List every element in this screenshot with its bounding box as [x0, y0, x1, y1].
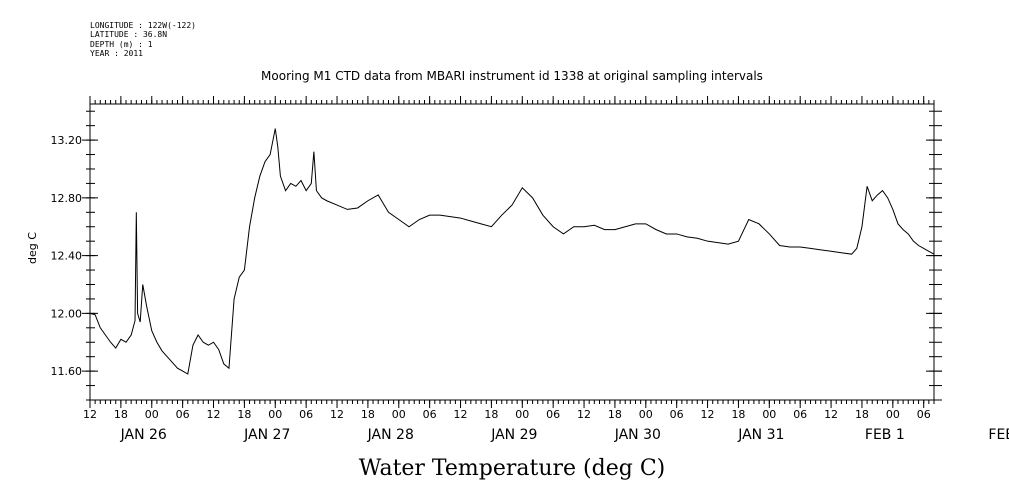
y-axis-label: deg C: [26, 232, 39, 264]
x-date-label: FEB 1: [865, 427, 905, 443]
x-hour-tick-label: 12: [701, 408, 715, 421]
longitude-label: LONGITUDE : 122W(-122): [90, 21, 196, 30]
ticks-layer: [82, 96, 942, 408]
x-hour-tick-label: 06: [917, 408, 931, 421]
metadata-block: LONGITUDE : 122W(-122) LATITUDE : 36.8N …: [90, 21, 196, 59]
x-date-label: JAN 27: [243, 427, 290, 443]
y-tick-label: 13.20: [51, 134, 83, 147]
chart-title: Mooring M1 CTD data from MBARI instrumen…: [261, 69, 763, 83]
x-axis-label: Water Temperature (deg C): [359, 456, 666, 481]
plot-frame: [89, 103, 935, 401]
x-hour-tick-label: 12: [824, 408, 838, 421]
x-hour-tick-label: 00: [515, 408, 529, 421]
x-hour-tick-label: 00: [886, 408, 900, 421]
year-label: YEAR : 2011: [90, 49, 143, 59]
x-hour-tick-label: 12: [577, 408, 591, 421]
x-hour-tick-label: 06: [423, 408, 437, 421]
y-tick-label: 12.80: [51, 192, 83, 205]
series-line-water-temperature: [89, 128, 935, 375]
x-hour-tick-label: 18: [361, 408, 375, 421]
y-tick-label: 12.40: [51, 250, 83, 263]
x-hour-tick-label: 18: [731, 408, 745, 421]
x-hour-tick-label: 12: [207, 408, 221, 421]
x-hour-tick-label: 06: [546, 408, 560, 421]
x-hour-tick-label: 00: [145, 408, 159, 421]
x-hour-tick-label: 00: [392, 408, 406, 421]
x-hour-tick-label: 18: [608, 408, 622, 421]
x-hour-tick-label: 06: [299, 408, 313, 421]
x-date-label: FEB 2: [988, 427, 1009, 443]
x-date-label: JAN 26: [120, 427, 167, 443]
depth-label: DEPTH (m) : 1: [90, 39, 153, 49]
labels-layer: 12 18 00 06 12 18 00 06 12 18 00 06 12 18 00 06 12 18 00 06…: [51, 134, 1009, 443]
x-hour-tick-label: 00: [762, 408, 776, 421]
x-date-label: JAN 30: [614, 427, 661, 443]
x-hour-tick-label: 18: [484, 408, 498, 421]
x-hour-tick-label: 18: [114, 408, 128, 421]
latitude-label: LATITUDE : 36.8N: [90, 30, 168, 40]
x-hour-tick-label: 06: [793, 408, 807, 421]
x-hour-tick-label: 06: [176, 408, 190, 421]
x-hour-tick-label: 18: [237, 408, 251, 421]
x-date-label: JAN 28: [367, 427, 414, 443]
x-date-label: JAN 31: [737, 427, 784, 443]
x-date-label: JAN 29: [490, 427, 537, 443]
x-hour-tick-label: 06: [670, 408, 684, 421]
x-hour-tick-label: 12: [83, 408, 97, 421]
x-hour-tick-label: 00: [639, 408, 653, 421]
x-hour-tick-label: 12: [330, 408, 344, 421]
x-hour-tick-label: 00: [268, 408, 282, 421]
x-hour-tick-label: 12: [454, 408, 468, 421]
x-hour-tick-label: 18: [855, 408, 869, 421]
y-tick-label: 12.00: [51, 307, 83, 320]
y-tick-label: 11.60: [51, 365, 83, 378]
